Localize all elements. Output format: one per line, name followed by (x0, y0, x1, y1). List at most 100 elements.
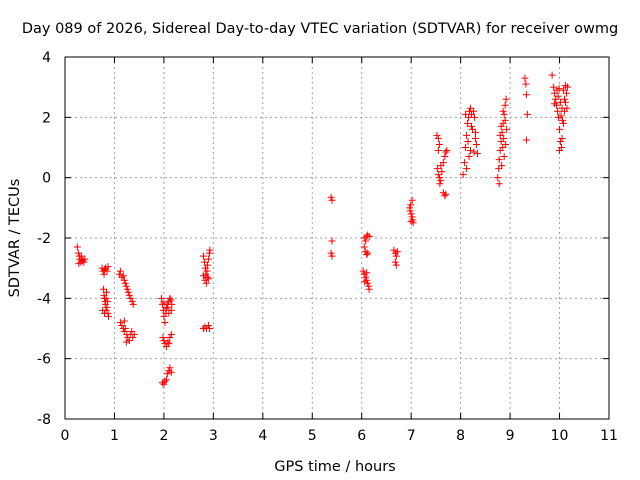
data-point (390, 246, 398, 254)
data-point (433, 165, 441, 173)
data-point (501, 116, 509, 124)
data-point (560, 86, 568, 94)
data-point (160, 337, 168, 345)
data-point (160, 299, 168, 307)
data-point (500, 153, 508, 161)
data-point (407, 210, 415, 218)
data-point (467, 147, 475, 155)
data-point (562, 89, 570, 97)
x-axis-label: GPS time / hours (274, 459, 395, 475)
data-point (105, 312, 113, 320)
data-point (463, 165, 471, 173)
y-tick-label: 0 (42, 171, 51, 187)
data-point (120, 317, 128, 325)
data-point (363, 251, 371, 259)
chart-title: Day 089 of 2026, Sidereal Day-to-day VTE… (22, 21, 618, 37)
data-point (104, 263, 112, 271)
data-point (167, 306, 175, 314)
data-point (129, 334, 137, 342)
data-point (104, 297, 112, 305)
data-point (116, 318, 124, 326)
data-point (561, 82, 569, 90)
data-point (125, 337, 133, 345)
data-point (462, 110, 470, 118)
x-tick-label: 2 (159, 428, 168, 444)
data-point (470, 113, 478, 121)
data-point (161, 318, 169, 326)
data-point (556, 125, 564, 133)
data-point (328, 252, 336, 260)
data-point (435, 140, 443, 148)
y-tick-label: 4 (42, 50, 51, 66)
data-point (436, 180, 444, 188)
data-point (470, 148, 478, 156)
data-point (463, 131, 471, 139)
data-point (557, 98, 565, 106)
data-point (559, 116, 567, 124)
data-point (203, 267, 211, 275)
data-point (199, 272, 207, 280)
data-point (362, 273, 370, 281)
data-point (160, 380, 168, 388)
x-tick-label: 7 (407, 428, 416, 444)
data-point (497, 122, 505, 130)
x-tick-label: 10 (551, 428, 569, 444)
data-point (437, 162, 445, 170)
data-point (499, 144, 507, 151)
data-point (434, 147, 442, 155)
data-point (557, 112, 565, 120)
data-point (495, 156, 503, 164)
data-point (441, 153, 449, 161)
data-point (434, 134, 442, 142)
data-point (167, 331, 175, 339)
data-point (392, 261, 400, 269)
data-points (73, 71, 571, 388)
data-point (554, 92, 562, 100)
data-point (521, 74, 529, 82)
data-point (523, 110, 531, 118)
data-point (498, 162, 506, 170)
data-point (364, 279, 372, 287)
data-point (201, 276, 209, 284)
data-point (465, 113, 473, 121)
data-point (408, 196, 416, 204)
data-point (73, 243, 81, 251)
data-point (118, 321, 126, 329)
data-point (406, 207, 414, 215)
data-point (119, 272, 127, 280)
data-point (128, 297, 136, 305)
data-point (200, 258, 208, 266)
axis-ticks: 0 1 2 3 4 5 6 7 8 9 10 11 -8 -6 -4 -2 0 2 4 (37, 50, 618, 444)
y-tick-label: -2 (37, 231, 51, 247)
data-point (204, 255, 212, 263)
data-point (522, 136, 530, 144)
data-point (327, 193, 335, 201)
x-tick-label: 6 (357, 428, 366, 444)
data-point (80, 258, 88, 266)
data-point (548, 71, 556, 79)
data-point (471, 134, 479, 142)
data-point (393, 248, 401, 256)
data-point (469, 107, 477, 115)
data-point (162, 305, 170, 313)
data-point (204, 321, 212, 329)
data-point (361, 278, 369, 286)
data-point (560, 95, 568, 103)
x-tick-label: 9 (506, 428, 515, 444)
data-point (130, 331, 138, 339)
data-point (125, 291, 133, 299)
data-point (462, 144, 470, 151)
x-tick-label: 8 (456, 428, 465, 444)
data-point (560, 119, 568, 127)
data-point (468, 122, 476, 130)
data-point (364, 231, 372, 239)
data-point (100, 285, 108, 293)
x-tick-label: 4 (258, 428, 267, 444)
data-point (554, 107, 562, 115)
data-point (365, 285, 373, 293)
data-point (522, 80, 530, 88)
data-point (157, 294, 165, 302)
data-point (499, 107, 507, 115)
data-point (471, 128, 479, 136)
data-point (441, 192, 449, 200)
